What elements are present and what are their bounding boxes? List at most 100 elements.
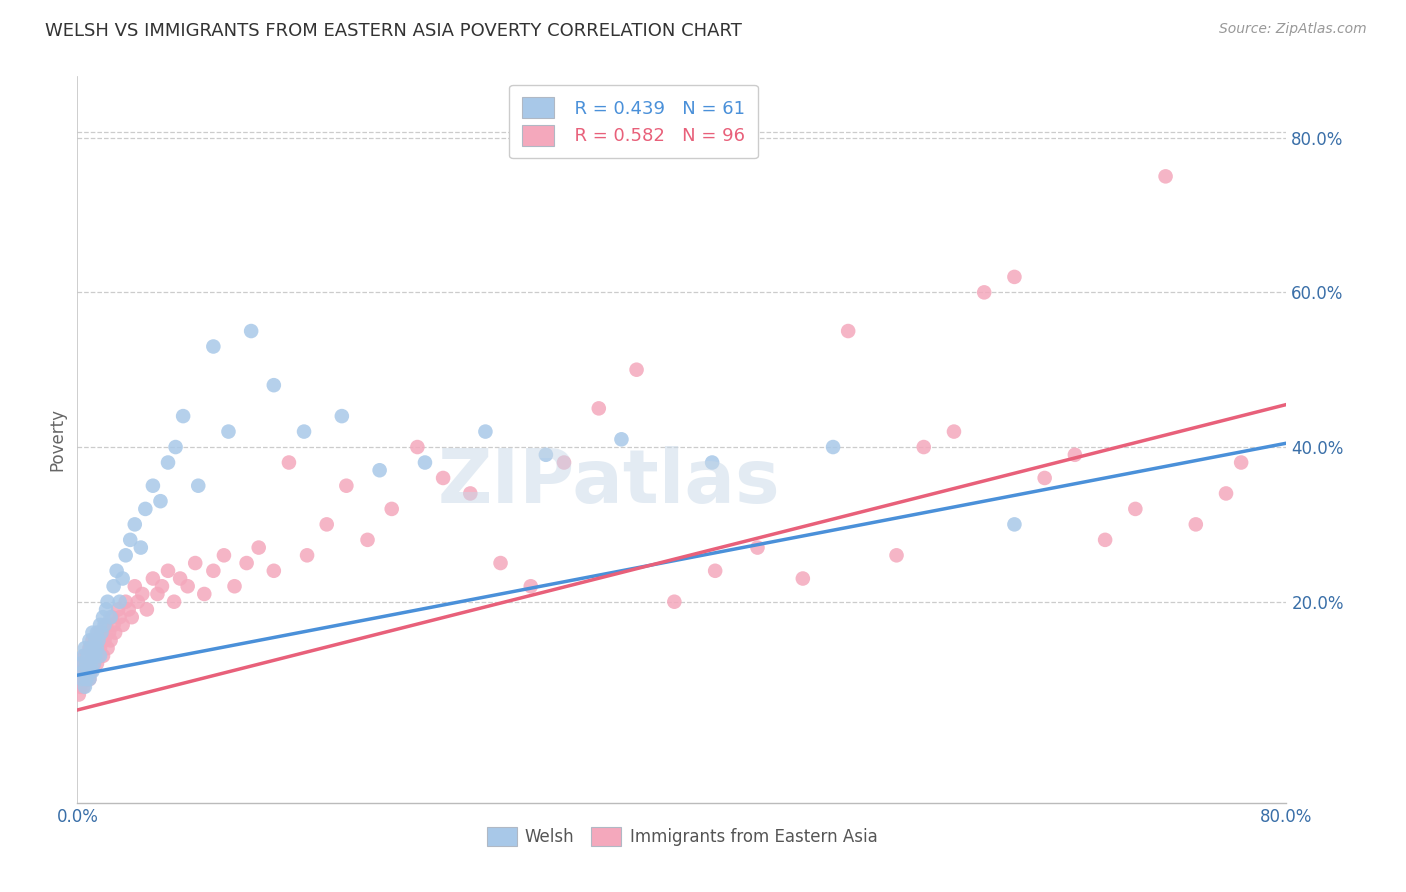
- Point: [70, 672, 93, 686]
- Point: [973, 285, 995, 300]
- Point: [1004, 517, 1026, 532]
- Point: [77, 665, 100, 679]
- Point: [335, 479, 357, 493]
- Point: [83, 657, 105, 671]
- Point: [218, 425, 240, 439]
- Point: [82, 665, 104, 679]
- Point: [79, 641, 101, 656]
- Point: [184, 556, 207, 570]
- Point: [150, 579, 173, 593]
- Point: [458, 486, 481, 500]
- Point: [1123, 502, 1146, 516]
- Point: [79, 672, 101, 686]
- Point: [86, 625, 108, 640]
- Point: [588, 401, 610, 416]
- Point: [278, 456, 301, 470]
- Point: [553, 456, 575, 470]
- Point: [101, 610, 124, 624]
- Point: [157, 564, 180, 578]
- Point: [1184, 517, 1206, 532]
- Point: [821, 440, 844, 454]
- Point: [142, 572, 165, 586]
- Point: [1064, 448, 1087, 462]
- Point: [89, 641, 111, 656]
- Point: [792, 572, 814, 586]
- Point: [240, 324, 263, 338]
- Point: [82, 633, 104, 648]
- Point: [263, 564, 285, 578]
- Point: [837, 324, 859, 338]
- Point: [193, 587, 215, 601]
- Point: [129, 541, 152, 555]
- Point: [87, 625, 110, 640]
- Legend: Welsh, Immigrants from Eastern Asia: Welsh, Immigrants from Eastern Asia: [479, 820, 884, 853]
- Point: [187, 479, 209, 493]
- Point: [202, 339, 225, 353]
- Point: [84, 633, 107, 648]
- Point: [75, 672, 97, 686]
- Point: [94, 618, 117, 632]
- Point: [100, 610, 122, 624]
- Point: [98, 625, 121, 640]
- Point: [315, 517, 337, 532]
- Point: [91, 610, 114, 624]
- Point: [120, 533, 142, 547]
- Point: [107, 602, 129, 616]
- Point: [84, 633, 107, 648]
- Point: [1033, 471, 1056, 485]
- Point: [93, 633, 115, 648]
- Point: [235, 556, 257, 570]
- Point: [93, 618, 115, 632]
- Point: [124, 517, 146, 532]
- Point: [146, 587, 169, 601]
- Point: [73, 641, 96, 656]
- Point: [67, 688, 90, 702]
- Point: [84, 648, 107, 663]
- Point: [69, 672, 91, 686]
- Point: [912, 440, 935, 454]
- Point: [83, 657, 105, 671]
- Point: [942, 425, 965, 439]
- Point: [202, 564, 225, 578]
- Point: [77, 665, 100, 679]
- Point: [176, 579, 198, 593]
- Point: [295, 549, 318, 563]
- Point: [80, 665, 103, 679]
- Point: [124, 579, 146, 593]
- Point: [702, 456, 724, 470]
- Point: [75, 672, 97, 686]
- Point: [108, 610, 131, 624]
- Point: [413, 456, 436, 470]
- Point: [104, 625, 127, 640]
- Point: [224, 579, 246, 593]
- Point: [118, 602, 141, 616]
- Point: [149, 494, 172, 508]
- Point: [90, 625, 112, 640]
- Point: [94, 602, 117, 616]
- Point: [247, 541, 270, 555]
- Point: [114, 549, 136, 563]
- Point: [135, 602, 157, 616]
- Point: [75, 657, 97, 671]
- Point: [103, 579, 125, 593]
- Point: [406, 440, 429, 454]
- Point: [432, 471, 454, 485]
- Point: [1154, 169, 1177, 184]
- Point: [80, 657, 103, 671]
- Point: [89, 618, 111, 632]
- Point: [111, 618, 134, 632]
- Point: [72, 665, 94, 679]
- Point: [1004, 269, 1026, 284]
- Point: [111, 572, 134, 586]
- Point: [91, 625, 114, 640]
- Point: [134, 502, 156, 516]
- Point: [489, 556, 512, 570]
- Point: [263, 378, 285, 392]
- Point: [626, 362, 648, 376]
- Point: [83, 641, 105, 656]
- Point: [73, 680, 96, 694]
- Point: [108, 595, 131, 609]
- Point: [121, 610, 143, 624]
- Point: [86, 641, 108, 656]
- Point: [79, 672, 101, 686]
